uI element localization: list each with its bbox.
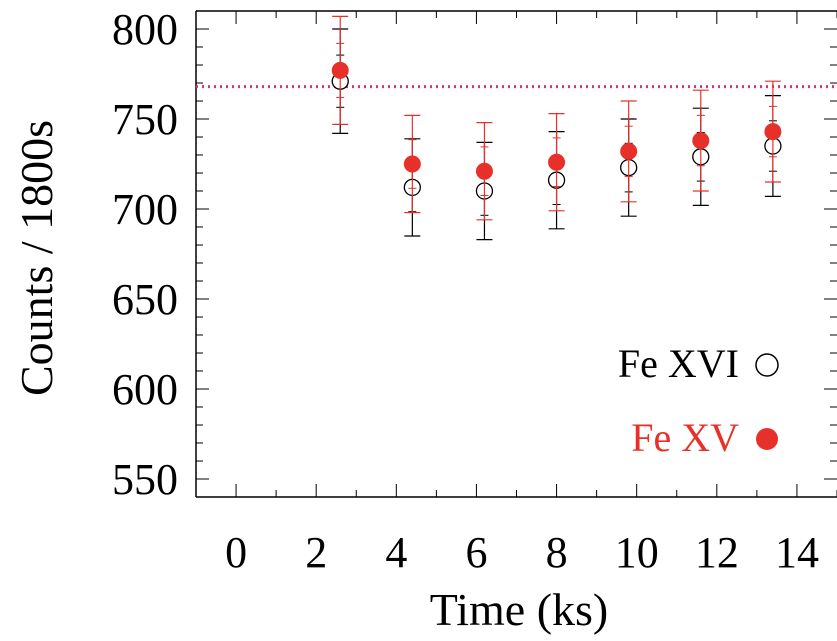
y-tick-label-2: 650	[112, 275, 178, 324]
axis-ticks	[196, 11, 837, 497]
y-tick-label-4: 750	[112, 95, 178, 144]
y-tick-label-0: 550	[112, 455, 178, 504]
x-tick-label-2: 4	[385, 528, 407, 577]
data-marks	[331, 15, 782, 241]
x-tick-label-0: 0	[225, 528, 247, 577]
legend: Fe XVI Fe XV	[618, 341, 779, 460]
data-point-filled	[620, 142, 638, 160]
x-tick-label-5: 10	[615, 528, 659, 577]
x-tick-label-7: 14	[775, 528, 819, 577]
data-point-filled	[548, 153, 566, 171]
legend-marker-filled-icon	[756, 428, 778, 450]
data-point-filled	[475, 162, 493, 180]
legend-marker-open-icon	[755, 353, 779, 377]
data-point-filled	[331, 61, 349, 79]
x-tick-label-3: 6	[465, 528, 487, 577]
plot-area	[195, 10, 837, 498]
data-point-filled	[692, 132, 710, 150]
tick-labels: 0 2 4 6 8 10 12 14 550 600 650 700 750 800	[112, 5, 819, 577]
x-axis-title: Time (ks)	[430, 584, 609, 635]
x-tick-label-1: 2	[305, 528, 327, 577]
data-point-filled	[764, 123, 782, 141]
x-tick-label-6: 12	[695, 528, 739, 577]
x-tick-label-4: 8	[546, 528, 568, 577]
series-1	[331, 15, 782, 221]
legend-label-0: Fe XVI	[618, 341, 739, 386]
data-point-filled	[403, 155, 421, 173]
y-axis-title: Counts / 1800s	[11, 120, 62, 396]
y-tick-label-5: 800	[112, 5, 178, 54]
y-tick-label-3: 700	[112, 185, 178, 234]
y-tick-label-1: 600	[112, 365, 178, 414]
legend-label-1: Fe XV	[631, 415, 739, 460]
